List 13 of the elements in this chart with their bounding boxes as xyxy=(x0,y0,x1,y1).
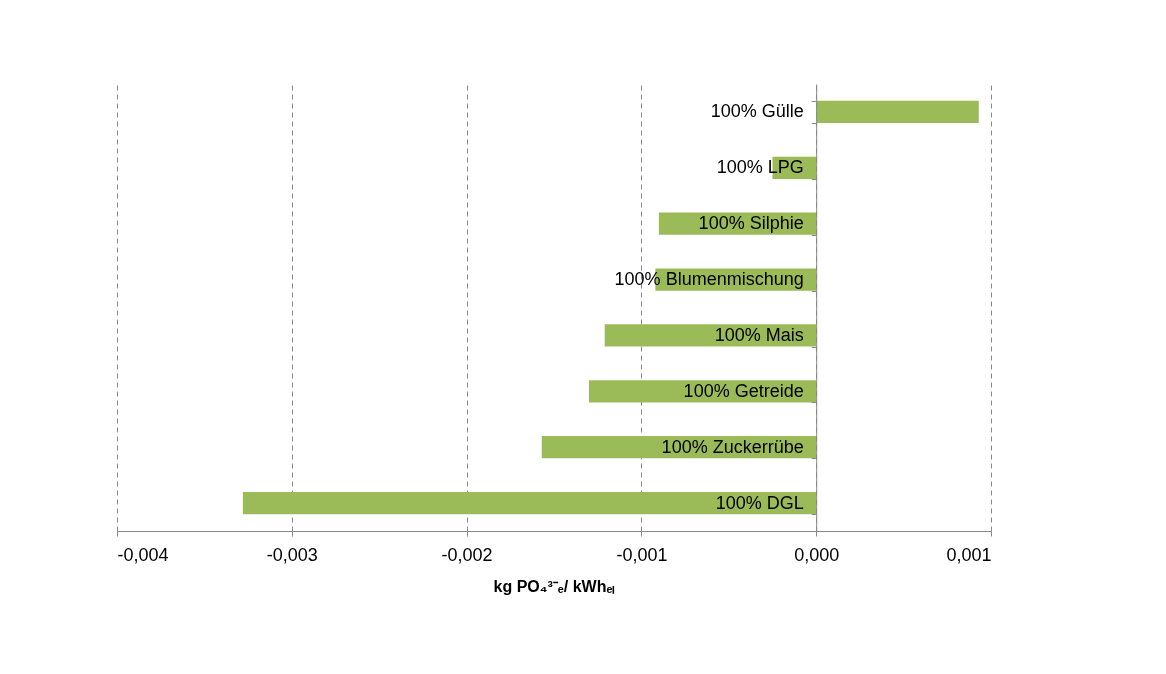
y-tick-label: 100% Gülle xyxy=(710,101,804,122)
x-tick-label: -0,002 xyxy=(441,544,493,565)
y-tick-label: 100% Silphie xyxy=(698,213,804,234)
x-tick-label: 0,001 xyxy=(946,544,992,565)
x-tick-label: -0,001 xyxy=(616,544,668,565)
y-tick-label: 100% DGL xyxy=(715,492,804,513)
y-tick-label: 100% Mais xyxy=(714,324,804,345)
x-tick-label: -0,003 xyxy=(266,544,318,565)
y-tick-label: 100% Zuckerrübe xyxy=(661,436,804,457)
y-tick-label: 100% Getreide xyxy=(683,380,804,401)
x-axis-title: kg PO₄³⁻ₑ/ kWhₑₗ xyxy=(493,577,616,595)
x-tick-label: 0,000 xyxy=(794,544,840,565)
x-tick-label: -0,004 xyxy=(117,544,169,565)
